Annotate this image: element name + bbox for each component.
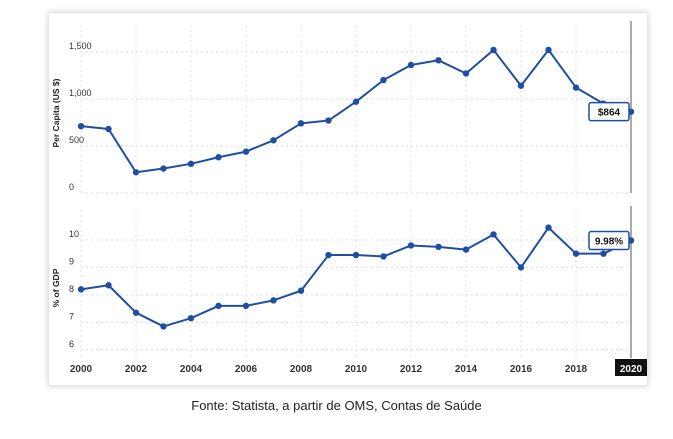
y-tick-label: 1,500 (69, 41, 92, 51)
y-tick-label: 9 (69, 256, 74, 266)
data-point (77, 122, 85, 130)
data-point (325, 117, 332, 124)
x-tick-label-highlighted: 2020 (620, 364, 643, 375)
y-tick-label: 8 (69, 284, 74, 294)
x-tick-label: 2002 (125, 364, 148, 375)
data-point (407, 242, 415, 249)
x-tick-label: 2016 (510, 364, 533, 375)
value-tooltip-text: $864 (598, 108, 621, 119)
data-point (132, 309, 140, 316)
x-tick-label: 2008 (290, 364, 313, 375)
data-point (380, 76, 387, 84)
value-tooltip (588, 230, 630, 251)
x-tick-label: 2018 (565, 364, 588, 375)
data-point (270, 297, 277, 304)
x-tick-label: 2006 (235, 364, 258, 375)
x-tick-label: 2014 (455, 364, 478, 375)
data-point (187, 160, 195, 168)
data-point (297, 120, 305, 127)
x-tick-label: 2004 (180, 364, 203, 375)
data-point (545, 224, 552, 231)
y-tick-label: 1,000 (69, 88, 92, 98)
data-point (490, 231, 497, 238)
data-point (77, 286, 85, 293)
x-tick-highlight (615, 359, 647, 376)
data-point (407, 61, 415, 69)
data-point (132, 169, 140, 176)
source-caption: Fonte: Statista, a partir de OMS, Contas… (191, 398, 482, 413)
data-point (242, 148, 250, 155)
data-point (352, 251, 360, 259)
y-tick-label: 7 (69, 311, 74, 321)
x-axis: 2000 2002 2004 2006 2008 2010 2012 2014 2016 2018… (70, 359, 647, 376)
data-point (380, 253, 387, 260)
data-point (242, 302, 250, 310)
chart-card: 0 500 1,000 1,500 Per Capita (US $) $864 6 7 8 9… (48, 12, 648, 386)
data-point (545, 46, 552, 54)
y-tick-label: 6 (69, 339, 74, 349)
x-tick-label: 2010 (345, 364, 368, 375)
y-tick-label: 10 (69, 229, 79, 239)
data-point (215, 154, 222, 161)
data-point (105, 282, 112, 289)
data-point (105, 125, 112, 133)
data-point (352, 98, 360, 105)
y-tick-label: 500 (69, 135, 84, 145)
data-point (297, 287, 305, 294)
data-point (462, 70, 470, 77)
y-axis-label: % of GDP (51, 268, 61, 307)
data-point (187, 314, 195, 322)
data-point (160, 165, 167, 172)
value-tooltip-text: 9.98% (595, 237, 623, 248)
gdp-share-panel: 6 7 8 9 10 % of GDP 9.98% (51, 206, 635, 358)
x-tick-label: 2012 (400, 364, 423, 375)
data-point (517, 82, 525, 89)
data-point (462, 246, 470, 253)
y-axis-label: Per Capita (US $) (51, 78, 61, 147)
x-tick-label: 2000 (70, 364, 93, 375)
data-point (270, 137, 277, 144)
data-point (490, 46, 497, 54)
value-tooltip (588, 101, 630, 122)
data-point (600, 250, 607, 257)
per-capita-panel: 0 500 1,000 1,500 Per Capita (US $) $864 (51, 21, 635, 194)
data-point (435, 57, 442, 64)
data-point (517, 264, 525, 271)
data-point (215, 302, 222, 310)
data-point (572, 250, 580, 257)
data-point (325, 251, 332, 259)
y-tick-label: 0 (69, 182, 74, 192)
chart-svg: 0 500 1,000 1,500 Per Capita (US $) $864 6 7 8 9… (51, 21, 647, 376)
data-point (572, 84, 580, 91)
data-point (160, 323, 167, 330)
data-point (435, 243, 442, 251)
